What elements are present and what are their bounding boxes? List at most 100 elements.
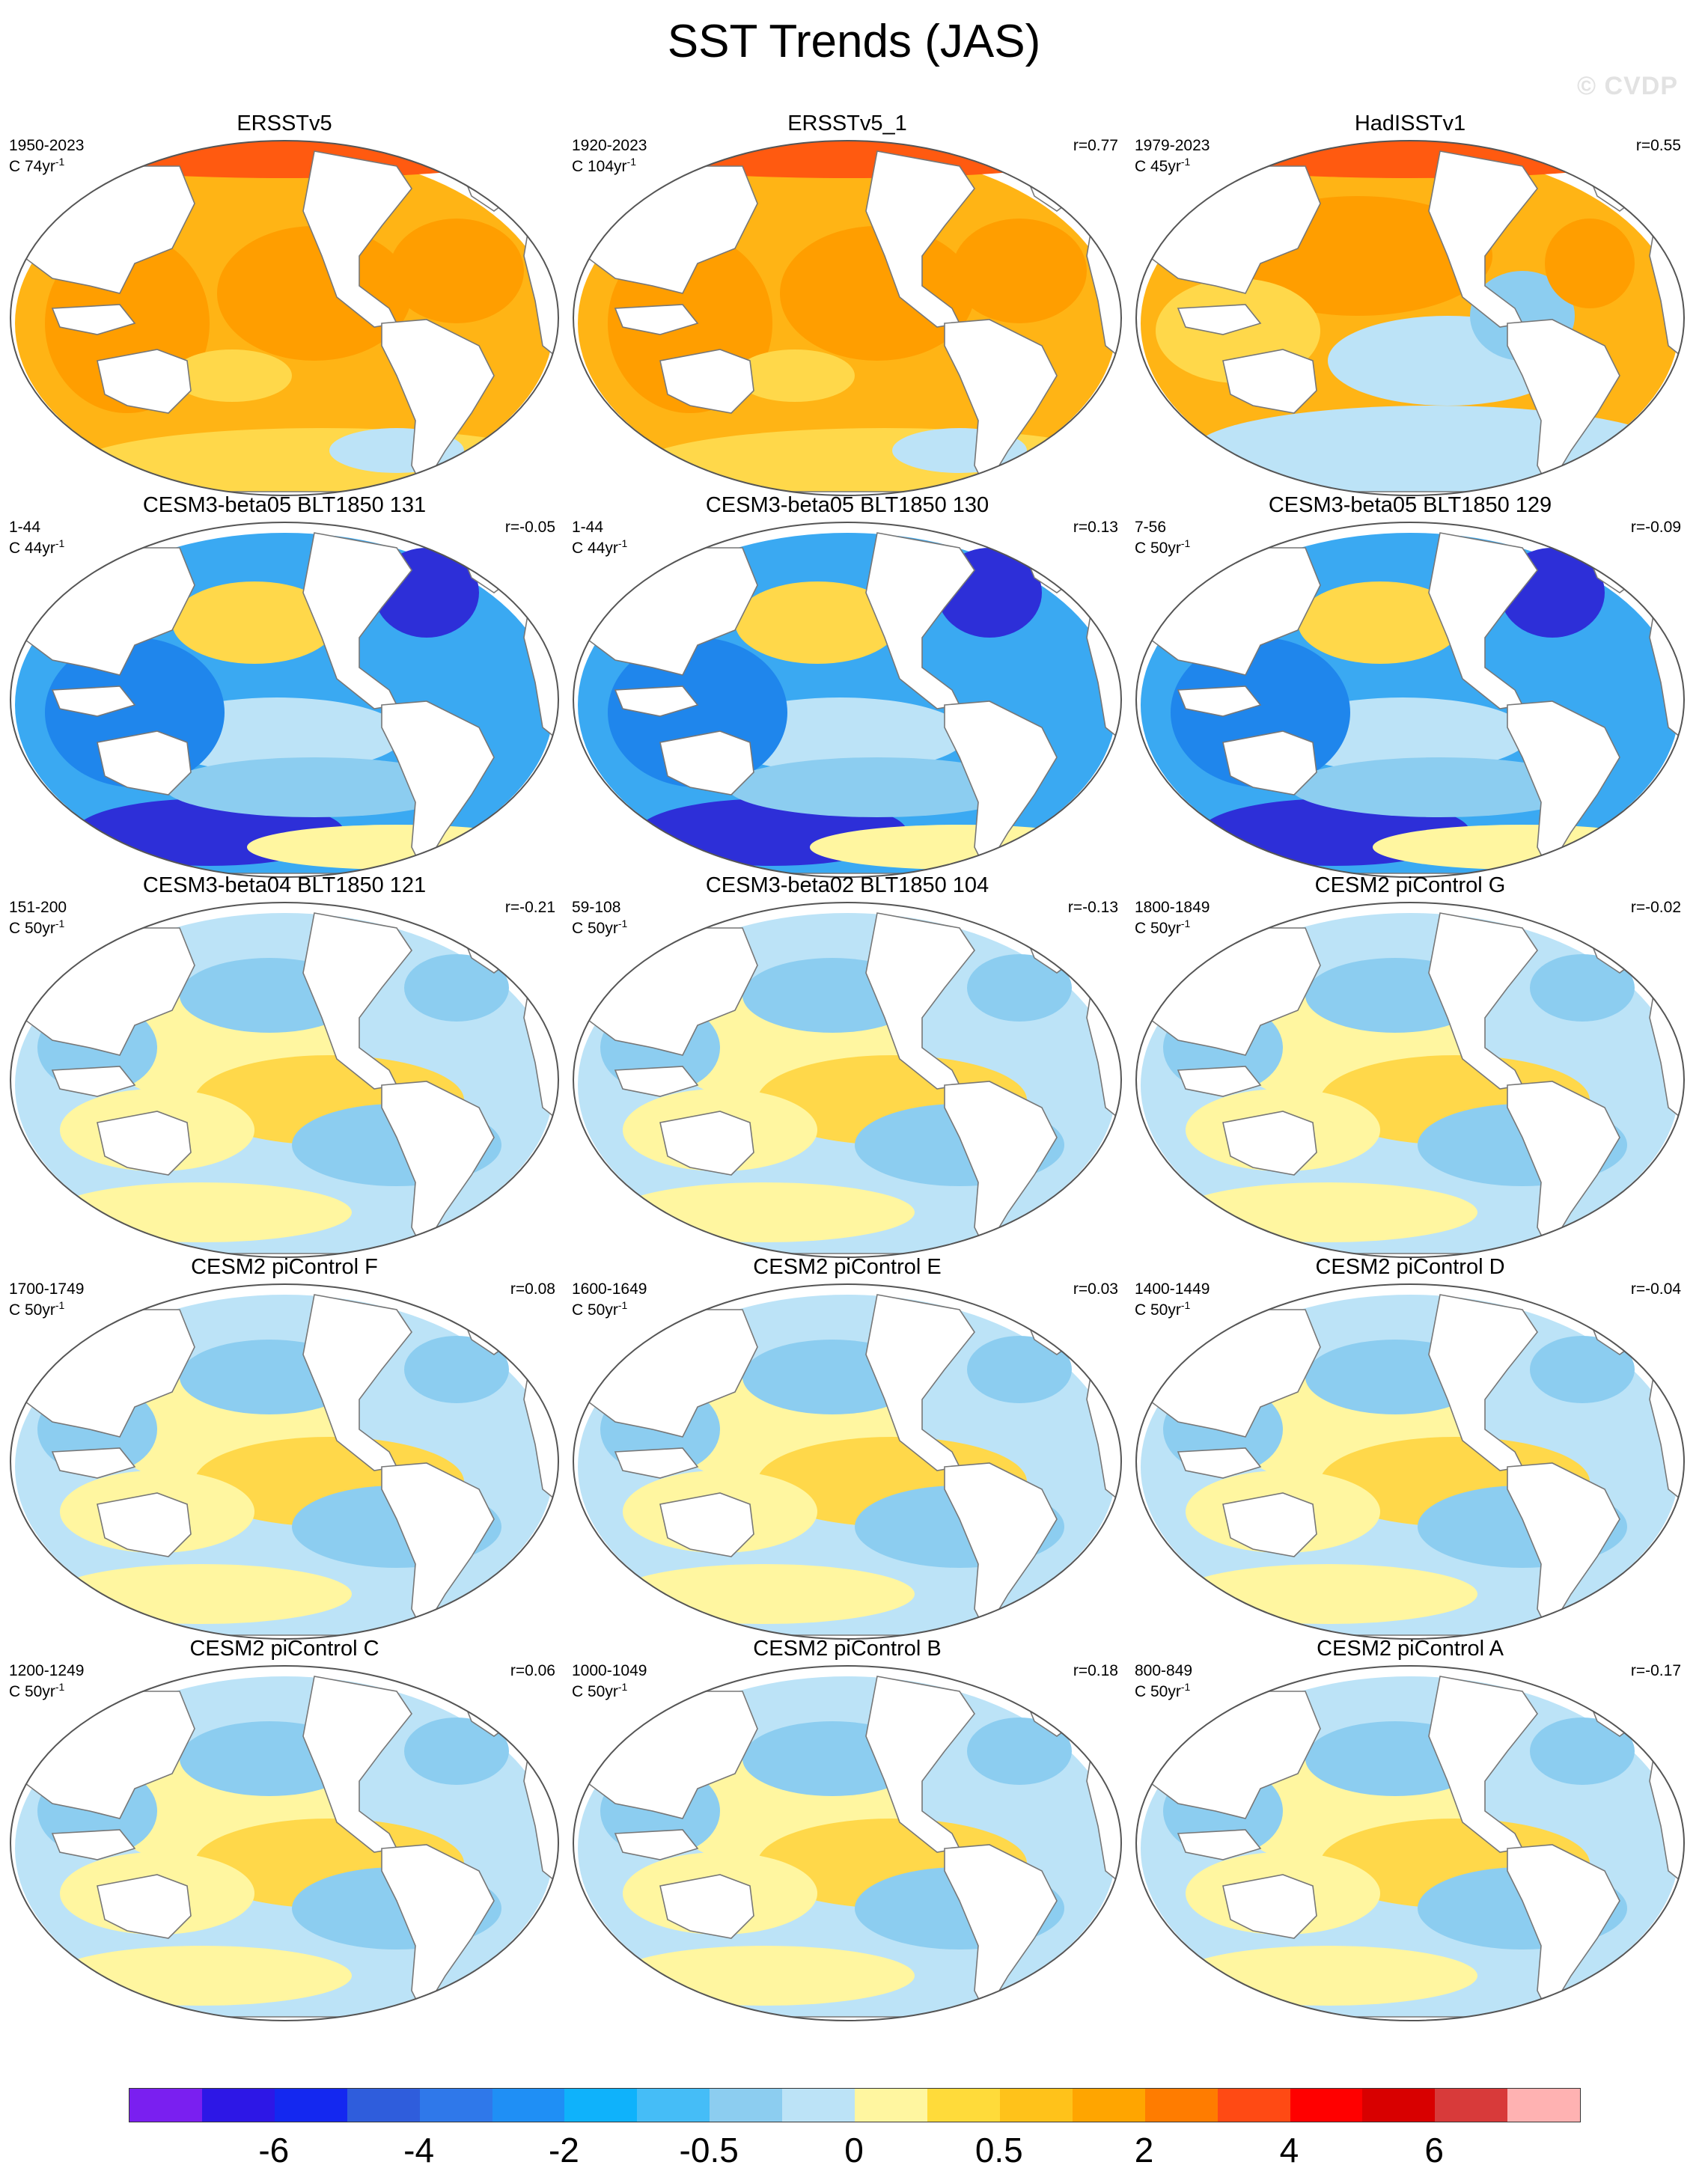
colorbar-swatch [492, 2089, 565, 2122]
sst-field-region [1373, 825, 1672, 870]
sst-field-region [404, 1336, 509, 1403]
colorbar-tick-label: 6 [1424, 2131, 1444, 2170]
landmass [1428, 1676, 1538, 1853]
panel-correlation: r=0.13 [1073, 519, 1118, 536]
map-panel: ERSSTv5_1 1920-2023 C 104yr-1 r=0.77 [570, 111, 1124, 500]
map-boundary [573, 902, 1122, 1258]
map-boundary [1135, 1283, 1685, 1640]
sst-field-region [1193, 406, 1672, 495]
map-panel: CESM2 piControl B 1000-1049 C 50yr-1 r=0.18 [570, 1636, 1124, 2025]
panel-title: CESM2 piControl E [753, 1255, 942, 1279]
map-panel: CESM2 piControl G 1800-1849 C 50yr-1 r=-0.0… [1133, 873, 1687, 1262]
panel-units-text: C 50yr [1135, 1683, 1181, 1700]
panel-title: ERSSTv5 [237, 112, 332, 135]
colorbar-swatch [201, 2089, 275, 2122]
sst-trend-map [1135, 1665, 1685, 2021]
colorbar-swatch [927, 2089, 1000, 2122]
map-boundary [1135, 140, 1685, 496]
landmass [302, 1676, 412, 1853]
panel-units: C 44yr-1 [9, 535, 64, 557]
map-boundary [1135, 1665, 1685, 2021]
map-boundary [573, 1283, 1122, 1640]
sst-trend-map [10, 522, 559, 878]
panel-units: C 50yr-1 [9, 1297, 64, 1319]
panel-years: 1950-2023 [9, 137, 85, 154]
units-exponent: -1 [55, 1681, 65, 1693]
panel-units: C 50yr-1 [9, 915, 64, 937]
landmass [1428, 912, 1538, 1090]
sst-field-region [967, 1718, 1072, 1785]
units-exponent: -1 [617, 1299, 628, 1311]
panel-years: 1-44 [572, 519, 604, 536]
colorbar-tick-label: -4 [403, 2131, 435, 2170]
sst-trend-map [573, 140, 1122, 496]
sst-field-region [967, 1336, 1072, 1403]
units-exponent: -1 [617, 1681, 628, 1693]
map-panel: ERSSTv5 1950-2023 C 74yr-1 [7, 111, 561, 500]
landmass [51, 686, 136, 717]
landmass [1177, 1829, 1262, 1860]
sst-field-region [247, 825, 546, 870]
landmass [302, 532, 412, 709]
map-panel: CESM3-beta04 BLT1850 121 151-200 C 50yr-1 r… [7, 873, 561, 1262]
sst-trend-map [573, 522, 1122, 878]
panel-units-text: C 50yr [572, 920, 618, 937]
sst-field-region [52, 1182, 352, 1242]
landmass [614, 1829, 699, 1860]
panel-years: 1400-1449 [1135, 1280, 1210, 1298]
sst-field-region [1530, 1336, 1635, 1403]
colorbar [129, 2088, 1581, 2122]
panel-units: C 74yr-1 [9, 153, 64, 175]
sst-field-region [615, 1182, 915, 1242]
panel-units-text: C 44yr [572, 540, 618, 557]
units-exponent: -1 [55, 918, 65, 929]
landmass [1222, 730, 1317, 796]
panel-correlation: r=0.08 [510, 1280, 555, 1298]
panel-years: 1800-1849 [1135, 899, 1210, 916]
landmass [659, 1874, 754, 1939]
landmass [51, 1447, 136, 1479]
sst-field-region [172, 581, 337, 664]
colorbar-swatch [710, 2089, 783, 2122]
sst-field-region [810, 825, 1109, 870]
landmass [865, 532, 975, 709]
landmass [659, 1492, 754, 1557]
landmass [1428, 150, 1538, 328]
panel-title: CESM3-beta04 BLT1850 121 [142, 873, 427, 897]
map-boundary [10, 1665, 559, 2021]
landmass [865, 150, 975, 328]
sst-field-region [1178, 1182, 1477, 1242]
colorbar-tick-label: 0.5 [975, 2131, 1023, 2170]
map-panel: CESM3-beta05 BLT1850 129 7-56 C 50yr-1 r=-0… [1133, 492, 1687, 882]
landmass [97, 349, 192, 414]
landmass [51, 1066, 136, 1097]
sst-field-region [1178, 1946, 1477, 2006]
colorbar-swatch [1435, 2089, 1508, 2122]
panel-units-text: C 74yr [9, 158, 55, 175]
map-boundary [10, 140, 559, 496]
colorbar-ticks: -6 -4 -2 -0.5 0 0.5 2 4 6 [129, 2129, 1579, 2174]
map-panel: HadISSTv1 1979-2023 C 45yr-1 r=0.55 [1133, 111, 1687, 500]
landmass [97, 1492, 192, 1557]
sst-trend-map [1135, 140, 1685, 496]
panel-years: 1979-2023 [1135, 137, 1210, 154]
panel-units: C 45yr-1 [1135, 153, 1190, 175]
colorbar-swatch [419, 2089, 492, 2122]
panel-title: CESM2 piControl F [191, 1255, 378, 1279]
landmass [302, 912, 412, 1090]
panel-units-text: C 45yr [1135, 158, 1181, 175]
colorbar-swatch [1362, 2089, 1436, 2122]
panel-correlation: r=-0.05 [504, 519, 555, 536]
sst-field-region [1290, 757, 1590, 817]
panel-correlation: r=0.77 [1073, 137, 1118, 154]
map-boundary [573, 522, 1122, 878]
panel-correlation: r=-0.09 [1630, 519, 1681, 536]
landmass [659, 349, 754, 414]
sst-field-region [1163, 141, 1657, 178]
sst-field-region [600, 141, 1094, 178]
colorbar-swatch [1507, 2089, 1581, 2122]
landmass [1177, 686, 1262, 717]
units-exponent: -1 [617, 918, 628, 929]
landmass [865, 912, 975, 1090]
figure-title: SST Trends (JAS) [667, 16, 1041, 67]
